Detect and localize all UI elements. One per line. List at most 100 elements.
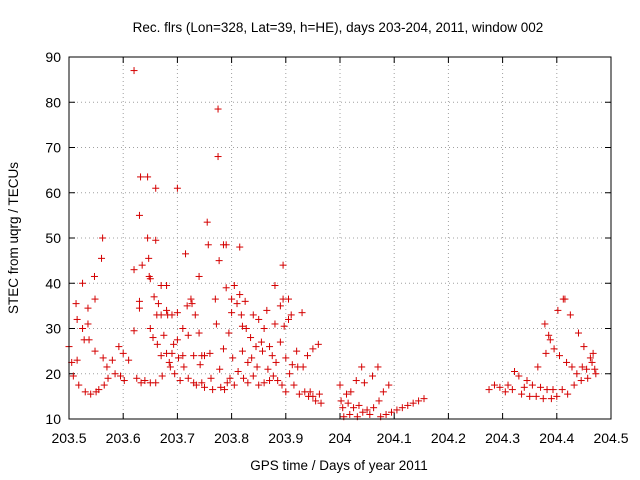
data-point — [563, 358, 571, 366]
data-point — [141, 377, 149, 385]
data-point — [90, 272, 98, 280]
data-point — [526, 392, 534, 400]
data-point — [257, 338, 265, 346]
data-point — [363, 406, 371, 414]
data-point — [214, 105, 222, 113]
data-point — [293, 347, 301, 355]
data-point — [520, 383, 528, 391]
data-point — [223, 379, 231, 387]
data-point — [490, 381, 498, 389]
data-point — [375, 397, 383, 405]
data-point — [135, 211, 143, 219]
data-point — [282, 388, 290, 396]
data-point — [287, 311, 295, 319]
data-point — [137, 379, 145, 387]
data-point — [230, 282, 238, 290]
data-point — [298, 309, 306, 317]
data-point — [206, 349, 214, 357]
data-point — [171, 370, 179, 378]
data-point — [130, 266, 138, 274]
data-point — [138, 261, 146, 269]
data-point — [249, 311, 257, 319]
data-point — [528, 381, 536, 389]
data-point — [115, 343, 123, 351]
plot-frame — [68, 56, 612, 420]
x-axis-label: GPS time / Days of year 2011 — [250, 458, 428, 473]
chart-title: Rec. flrs (Lon=328, Lat=39, h=HE), days … — [133, 20, 544, 35]
data-point — [288, 361, 296, 369]
data-point — [252, 343, 260, 351]
data-point — [241, 297, 249, 305]
data-point — [196, 361, 204, 369]
data-point — [108, 356, 116, 364]
data-point — [215, 257, 223, 265]
data-point — [286, 370, 294, 378]
data-point — [244, 379, 252, 387]
data-point — [225, 329, 233, 337]
data-point — [209, 386, 217, 394]
data-point — [350, 404, 358, 412]
data-point — [315, 390, 323, 398]
x-tick-label: 204.5 — [593, 430, 628, 446]
data-point — [192, 381, 200, 389]
data-point — [541, 320, 549, 328]
y-tick-labels: 10 20 30 40 50 60 70 80 90 — [45, 49, 61, 427]
data-point — [150, 293, 158, 301]
data-point — [165, 358, 173, 366]
data-point — [179, 325, 187, 332]
data-point — [238, 322, 246, 330]
data-point — [154, 300, 162, 308]
data-point — [153, 340, 161, 348]
data-point — [230, 381, 238, 389]
data-point — [549, 386, 557, 394]
data-point — [352, 377, 360, 385]
data-point — [577, 377, 585, 385]
data-point — [485, 386, 493, 394]
data-point — [404, 401, 412, 409]
data-point — [347, 388, 355, 396]
data-point — [592, 370, 600, 378]
data-point — [84, 304, 92, 312]
data-point — [309, 392, 317, 400]
data-point — [255, 315, 263, 323]
x-tick-label: 204 — [328, 430, 352, 446]
data-point — [370, 404, 378, 412]
data-point — [586, 354, 594, 362]
data-point — [173, 184, 181, 192]
data-point — [190, 352, 198, 360]
data-point — [146, 325, 154, 332]
data-point — [589, 349, 597, 357]
x-tick-label: 204.3 — [485, 430, 520, 446]
data-point — [282, 354, 290, 362]
data-point — [228, 309, 236, 317]
data-point — [515, 372, 523, 380]
y-tick-label: 90 — [45, 49, 61, 65]
data-point — [85, 336, 93, 344]
data-point — [234, 367, 242, 375]
data-point — [274, 377, 282, 385]
data-point — [237, 311, 245, 319]
data-point — [266, 377, 274, 385]
data-point — [217, 383, 225, 391]
data-point — [271, 320, 279, 328]
data-point — [276, 302, 284, 310]
data-point — [201, 352, 208, 360]
data-point — [104, 374, 112, 382]
data-point — [534, 363, 542, 371]
x-tick-label: 204.4 — [539, 430, 574, 446]
data-point — [214, 153, 222, 161]
x-tick-label: 203.6 — [106, 430, 141, 446]
x-tick-label: 204.2 — [431, 430, 466, 446]
data-point — [561, 295, 569, 303]
data-point — [583, 365, 591, 373]
data-point — [149, 334, 157, 342]
data-point — [73, 315, 81, 323]
data-point — [415, 397, 423, 405]
data-point — [75, 381, 83, 389]
data-point — [290, 381, 298, 389]
data-points — [65, 67, 600, 421]
data-point — [111, 370, 119, 378]
data-point — [554, 306, 562, 314]
data-point — [420, 395, 428, 403]
